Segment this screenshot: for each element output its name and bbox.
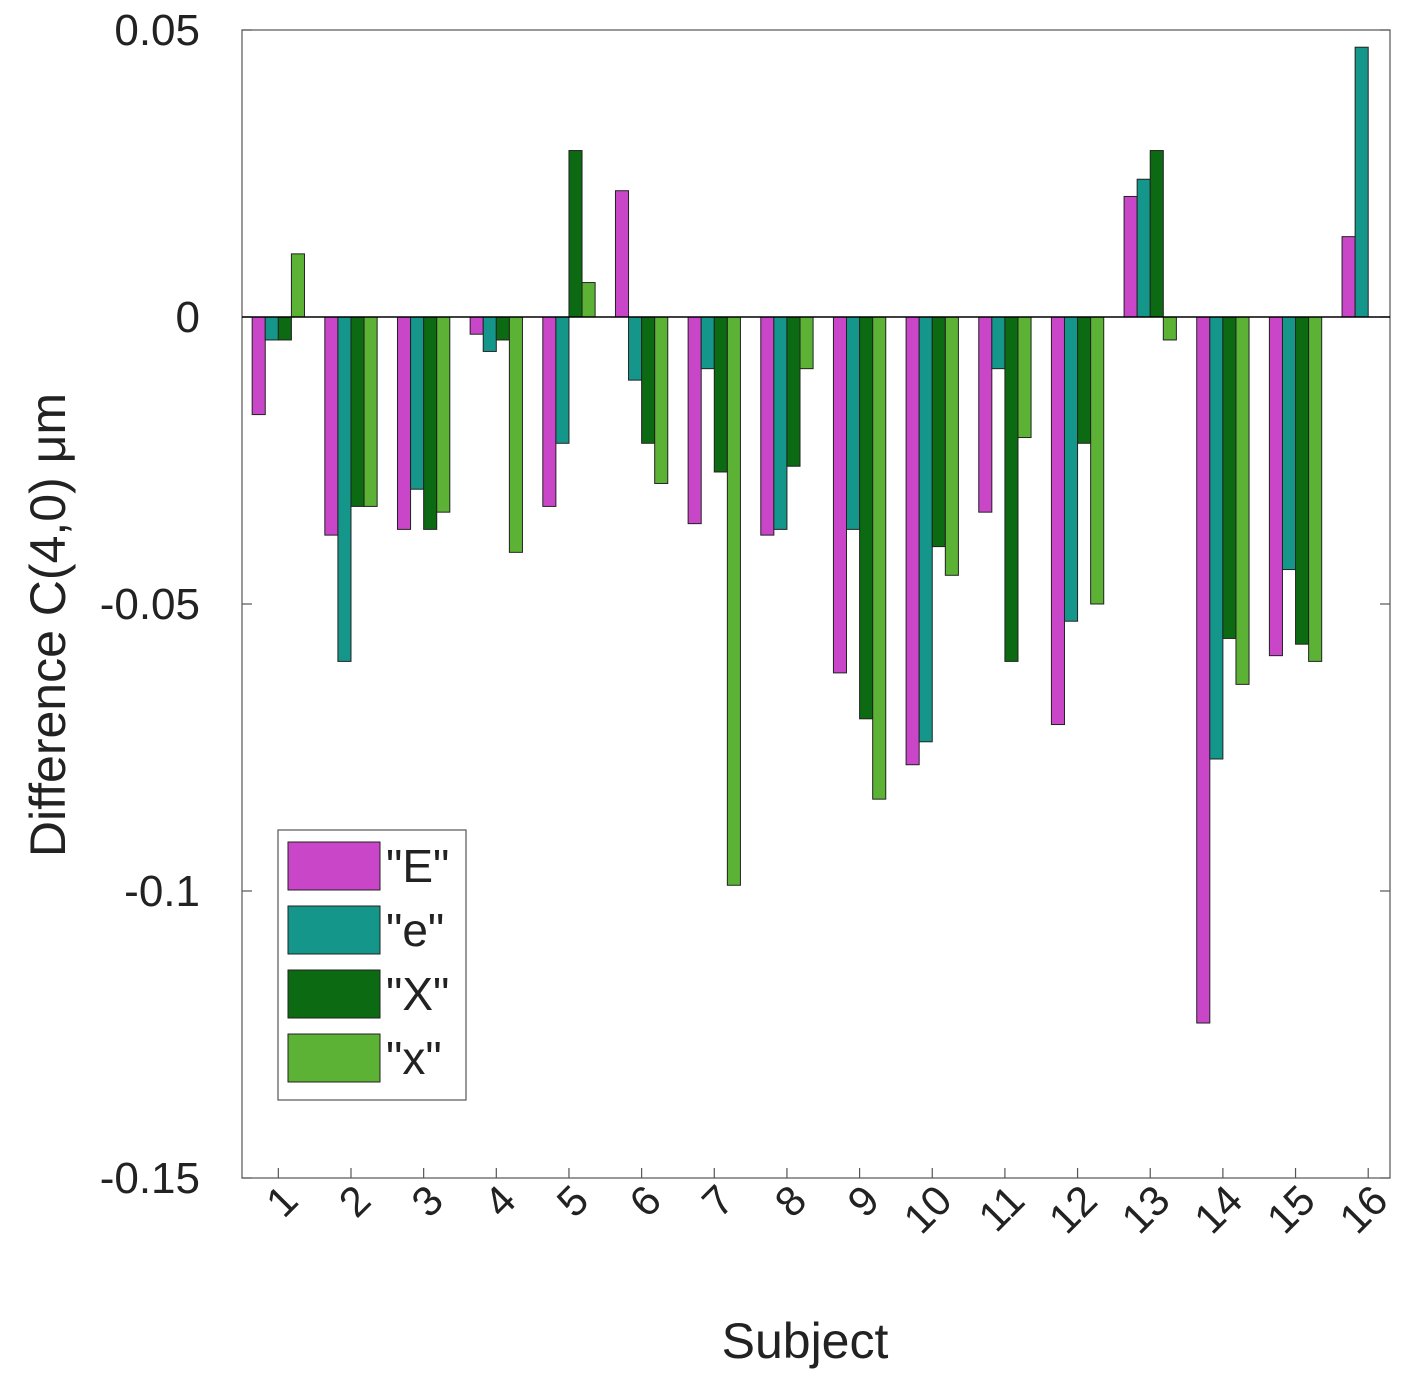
bar bbox=[799, 316, 814, 370]
bar bbox=[495, 316, 510, 341]
legend-label: "e" bbox=[386, 904, 444, 956]
bar bbox=[363, 316, 378, 507]
bar bbox=[713, 316, 728, 473]
bar bbox=[614, 190, 630, 318]
bar bbox=[872, 316, 887, 800]
bar bbox=[1295, 316, 1310, 645]
x-tick-label: 6 bbox=[620, 1176, 670, 1226]
bar bbox=[1235, 316, 1250, 685]
bar bbox=[1136, 178, 1151, 318]
bar bbox=[1196, 316, 1211, 1024]
bar bbox=[846, 316, 861, 530]
bar bbox=[1341, 236, 1356, 318]
bar bbox=[1004, 316, 1019, 662]
y-tick-label: 0 bbox=[176, 293, 200, 342]
bar bbox=[1077, 316, 1092, 444]
bar bbox=[628, 316, 643, 381]
y-tick-label: -0.1 bbox=[124, 867, 200, 916]
x-tick-label: 4 bbox=[475, 1176, 525, 1226]
x-axis-ticks: 1 2 3 4 5 6 7 8 9 10 11 12 13 14 15 16 bbox=[257, 1168, 1397, 1242]
bar bbox=[436, 316, 451, 513]
x-tick-label: 14 bbox=[1185, 1176, 1251, 1242]
x-axis-label: Subject bbox=[722, 1313, 889, 1369]
bar bbox=[1281, 316, 1297, 571]
legend-swatch bbox=[287, 841, 381, 891]
bar bbox=[290, 253, 305, 318]
legend: "E" "e" "X" "x" bbox=[277, 829, 467, 1101]
x-tick-label: 3 bbox=[402, 1176, 452, 1226]
bar bbox=[396, 316, 412, 530]
bar bbox=[1123, 195, 1138, 318]
bar bbox=[991, 316, 1006, 370]
bar bbox=[324, 316, 339, 536]
x-tick-label: 13 bbox=[1112, 1176, 1178, 1242]
bar bbox=[581, 282, 596, 318]
bar bbox=[786, 316, 801, 467]
bar bbox=[469, 316, 484, 335]
bar bbox=[905, 316, 920, 766]
bar bbox=[832, 316, 848, 674]
bar bbox=[568, 150, 583, 318]
y-axis-ticks: 0.05 0 -0.05 -0.1 -0.15 bbox=[100, 6, 1390, 1203]
x-tick-label: 2 bbox=[330, 1176, 380, 1226]
bar bbox=[944, 316, 959, 576]
x-tick-label: 10 bbox=[894, 1176, 960, 1242]
x-tick-label: 15 bbox=[1258, 1176, 1324, 1242]
bar bbox=[641, 316, 656, 444]
bar bbox=[482, 316, 497, 352]
legend-label: "E" bbox=[386, 840, 449, 892]
bar bbox=[931, 316, 946, 548]
bar bbox=[1149, 150, 1164, 318]
bar bbox=[555, 316, 570, 444]
x-tick-label: 1 bbox=[257, 1176, 307, 1226]
bar bbox=[1090, 316, 1105, 605]
bar bbox=[350, 316, 365, 507]
bar bbox=[264, 316, 279, 341]
bar bbox=[1050, 316, 1065, 726]
bar bbox=[410, 316, 425, 490]
bar bbox=[859, 316, 874, 720]
x-tick-label: 5 bbox=[548, 1176, 598, 1226]
bar bbox=[1017, 316, 1032, 439]
bar bbox=[1268, 316, 1283, 657]
x-tick-label: 7 bbox=[693, 1176, 743, 1226]
bar bbox=[337, 316, 352, 662]
bar bbox=[1354, 46, 1369, 318]
bar bbox=[508, 316, 523, 553]
legend-swatch bbox=[287, 905, 381, 955]
bar bbox=[760, 316, 775, 536]
bar bbox=[918, 316, 933, 743]
x-tick-label: 11 bbox=[969, 1176, 1033, 1240]
bar-series-group bbox=[251, 46, 1369, 1024]
bar bbox=[423, 316, 438, 530]
x-tick-label: 12 bbox=[1040, 1176, 1106, 1242]
bar bbox=[978, 316, 993, 513]
legend-swatch bbox=[287, 1033, 381, 1083]
bar bbox=[1162, 316, 1177, 341]
bar bbox=[251, 316, 266, 416]
bar bbox=[726, 316, 741, 886]
x-tick-label: 8 bbox=[766, 1176, 816, 1226]
legend-swatch bbox=[287, 969, 381, 1019]
y-tick-label: -0.05 bbox=[100, 580, 200, 629]
bar bbox=[1209, 316, 1224, 760]
y-tick-label: 0.05 bbox=[114, 6, 200, 55]
bar bbox=[1222, 316, 1237, 639]
y-axis-label: Difference C(4,0) μm bbox=[20, 393, 76, 857]
bar bbox=[773, 316, 788, 530]
legend-label: "X" bbox=[386, 968, 449, 1020]
legend-label: "x" bbox=[386, 1032, 442, 1084]
x-tick-label: 16 bbox=[1330, 1176, 1396, 1242]
bar bbox=[654, 316, 669, 484]
bar bbox=[1308, 316, 1323, 662]
bar bbox=[700, 316, 715, 370]
bar bbox=[277, 316, 292, 341]
y-tick-label: -0.15 bbox=[100, 1154, 200, 1203]
bar bbox=[1063, 316, 1079, 622]
bar bbox=[687, 316, 702, 525]
bar bbox=[542, 316, 557, 507]
x-tick-label: 9 bbox=[838, 1176, 888, 1226]
